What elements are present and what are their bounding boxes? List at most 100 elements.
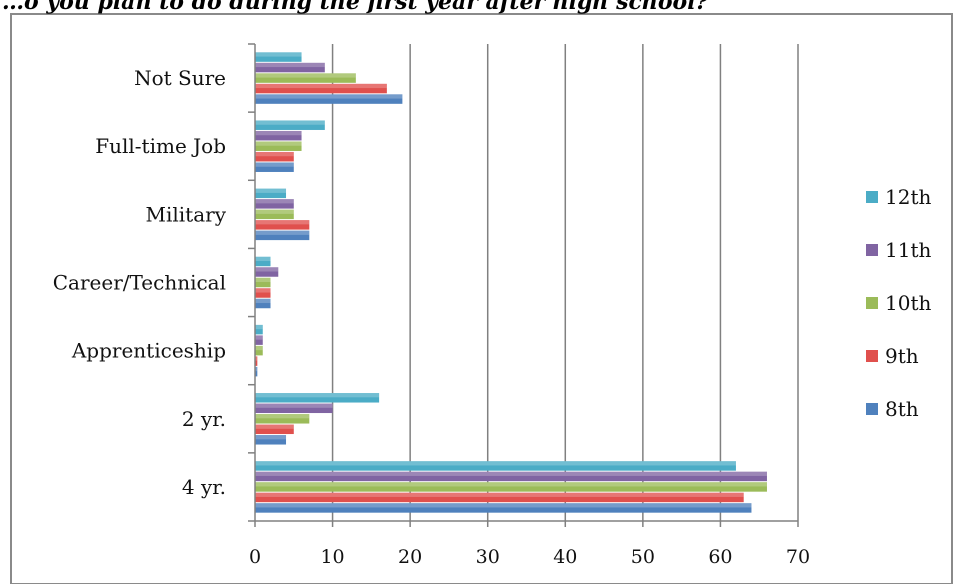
legend-item-8th: 8th — [866, 397, 919, 421]
bar-shine-not-sure-9th — [255, 83, 387, 89]
bar-rect-apprenticeship-9th — [255, 356, 258, 366]
bars — [255, 52, 767, 513]
bar-rect-2-yr-10th — [255, 414, 310, 424]
legend-label-12th: 12th — [885, 185, 931, 209]
bar-full-time-job-12th — [255, 120, 325, 130]
legend-label-10th: 10th — [885, 291, 931, 315]
bar-shine-full-time-job-12th — [255, 120, 325, 125]
bar-apprenticeship-9th — [255, 356, 258, 366]
category-label-full-time-job: Full-time Job — [95, 134, 226, 158]
bar-military-8th — [255, 230, 310, 241]
bar-full-time-job-10th — [255, 141, 302, 151]
bar-rect-full-time-job-11th — [255, 130, 302, 141]
bar-shine-career-technical-9th — [255, 288, 271, 293]
bar-shine-military-9th — [255, 220, 310, 225]
bar-shine-2-yr-11th — [255, 403, 333, 408]
bar-shine-military-12th — [255, 188, 287, 193]
bar-rect-not-sure-11th — [255, 62, 325, 73]
bar-career-technical-10th — [255, 277, 271, 288]
category-label-apprenticeship: Apprenticeship — [71, 339, 226, 363]
bar-rect-military-11th — [255, 199, 294, 209]
gridlines — [331, 44, 799, 521]
bar-full-time-job-11th — [255, 130, 302, 141]
bar-shine-apprenticeship-8th — [255, 366, 258, 372]
x-tick-label-50: 50 — [631, 546, 655, 568]
bar-full-time-job-8th — [255, 162, 294, 172]
x-tick-label-20: 20 — [398, 546, 422, 568]
bar-2-yr-12th — [255, 393, 380, 403]
category-label-military: Military — [146, 202, 227, 226]
bar-rect-career-technical-9th — [255, 288, 271, 298]
bar-career-technical-9th — [255, 288, 271, 298]
bar-shine-apprenticeship-11th — [255, 335, 263, 340]
bar-shine-not-sure-10th — [255, 73, 356, 78]
legend-item-10th: 10th — [866, 291, 931, 315]
bar-not-sure-8th — [255, 94, 403, 104]
x-tick-label-40: 40 — [553, 546, 577, 568]
legend-item-12th: 12th — [866, 185, 931, 209]
legend-label-9th: 9th — [885, 344, 919, 368]
bar-shine-4-yr-9th — [255, 492, 744, 497]
bar-rect-4-yr-8th — [255, 503, 752, 513]
bar-rect-career-technical-12th — [255, 256, 271, 267]
bar-2-yr-8th — [255, 435, 287, 445]
bar-shine-2-yr-12th — [255, 393, 380, 398]
bar-apprenticeship-12th — [255, 324, 263, 335]
bar-rect-apprenticeship-10th — [255, 345, 263, 356]
x-tick-label-0: 0 — [249, 546, 261, 568]
category-label-4-yr: 4 yr. — [182, 475, 226, 499]
legend-label-11th: 11th — [885, 238, 931, 262]
legend-swatch-11th — [866, 244, 878, 256]
bar-4-yr-11th — [255, 471, 767, 482]
bar-rect-career-technical-10th — [255, 277, 271, 288]
legend-swatch-8th — [866, 403, 878, 415]
chart-title: …o you plan to do during the first year … — [2, 0, 710, 15]
x-tick-label-60: 60 — [708, 546, 732, 568]
legend-swatch-9th — [866, 350, 878, 362]
bar-rect-military-9th — [255, 220, 310, 230]
bar-shine-career-technical-8th — [255, 298, 271, 304]
bar-2-yr-9th — [255, 424, 294, 435]
bar-4-yr-10th — [255, 482, 767, 492]
bar-apprenticeship-10th — [255, 345, 263, 356]
legend-swatch-10th — [866, 297, 878, 309]
category-label-not-sure: Not Sure — [134, 66, 226, 90]
bar-2-yr-11th — [255, 403, 333, 414]
bar-military-10th — [255, 209, 294, 220]
bar-rect-full-time-job-8th — [255, 162, 294, 172]
bar-rect-not-sure-9th — [255, 83, 387, 94]
bar-career-technical-12th — [255, 256, 271, 267]
bar-rect-not-sure-12th — [255, 52, 302, 62]
bar-rect-not-sure-8th — [255, 94, 403, 104]
bar-rect-full-time-job-12th — [255, 120, 325, 130]
bar-shine-military-10th — [255, 209, 294, 214]
bar-shine-2-yr-8th — [255, 435, 287, 440]
bar-shine-military-11th — [255, 199, 294, 204]
bar-rect-full-time-job-10th — [255, 141, 302, 151]
bar-shine-full-time-job-9th — [255, 151, 294, 157]
legend-label-8th: 8th — [885, 397, 919, 421]
bar-shine-career-technical-10th — [255, 277, 271, 283]
bar-military-11th — [255, 199, 294, 209]
bar-rect-2-yr-9th — [255, 424, 294, 435]
bar-shine-not-sure-8th — [255, 94, 403, 99]
bar-shine-apprenticeship-9th — [255, 356, 258, 361]
x-tick-label-30: 30 — [476, 546, 500, 568]
bar-career-technical-11th — [255, 267, 279, 277]
bar-shine-full-time-job-10th — [255, 141, 302, 146]
bar-shine-4-yr-10th — [255, 482, 767, 487]
bar-rect-military-12th — [255, 188, 287, 199]
bar-rect-apprenticeship-12th — [255, 324, 263, 335]
bar-rect-military-8th — [255, 230, 310, 241]
bar-military-12th — [255, 188, 287, 199]
bar-rect-military-10th — [255, 209, 294, 220]
bar-shine-4-yr-12th — [255, 461, 736, 466]
bar-not-sure-12th — [255, 52, 302, 62]
bar-rect-career-technical-8th — [255, 298, 271, 309]
bar-rect-apprenticeship-8th — [255, 366, 258, 377]
bar-career-technical-8th — [255, 298, 271, 309]
bar-shine-full-time-job-8th — [255, 162, 294, 167]
legend-item-11th: 11th — [866, 238, 931, 262]
bar-shine-2-yr-10th — [255, 414, 310, 419]
